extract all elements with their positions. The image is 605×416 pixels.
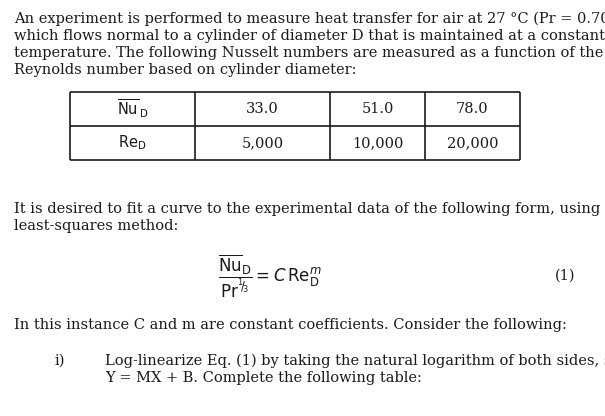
Text: In this instance C and m are constant coefficients. Consider the following:: In this instance C and m are constant co… xyxy=(14,318,567,332)
Text: $\dfrac{\overline{\mathrm{Nu}}_{\mathrm{D}}}{\mathrm{Pr}^{^{1}\!/\!_{3}}} = C\,\: $\dfrac{\overline{\mathrm{Nu}}_{\mathrm{… xyxy=(218,252,322,300)
Text: 33.0: 33.0 xyxy=(246,102,279,116)
Text: $\overline{\rm Nu}_{\rm \,D}$: $\overline{\rm Nu}_{\rm \,D}$ xyxy=(117,98,148,120)
Text: 20,000: 20,000 xyxy=(446,136,499,150)
Text: ${\rm Re}_{\rm D}$: ${\rm Re}_{\rm D}$ xyxy=(118,134,147,152)
Text: 51.0: 51.0 xyxy=(361,102,394,116)
Text: temperature. The following Nusselt numbers are measured as a function of the: temperature. The following Nusselt numbe… xyxy=(14,46,603,60)
Text: It is desired to fit a curve to the experimental data of the following form, usi: It is desired to fit a curve to the expe… xyxy=(14,202,605,216)
Text: i): i) xyxy=(55,354,65,368)
Text: Log-linearize Eq. (1) by taking the natural logarithm of both sides, such that: Log-linearize Eq. (1) by taking the natu… xyxy=(105,354,605,369)
Text: 78.0: 78.0 xyxy=(456,102,489,116)
Text: 10,000: 10,000 xyxy=(352,136,403,150)
Text: which flows normal to a cylinder of diameter D that is maintained at a constant: which flows normal to a cylinder of diam… xyxy=(14,29,605,43)
Text: Y = MX + B. Complete the following table:: Y = MX + B. Complete the following table… xyxy=(105,371,422,385)
Text: least-squares method:: least-squares method: xyxy=(14,219,178,233)
Text: (1): (1) xyxy=(555,269,575,283)
Text: An experiment is performed to measure heat transfer for air at 27 °C (Pr = 0.707: An experiment is performed to measure he… xyxy=(14,12,605,26)
Text: 5,000: 5,000 xyxy=(241,136,284,150)
Text: Reynolds number based on cylinder diameter:: Reynolds number based on cylinder diamet… xyxy=(14,63,356,77)
